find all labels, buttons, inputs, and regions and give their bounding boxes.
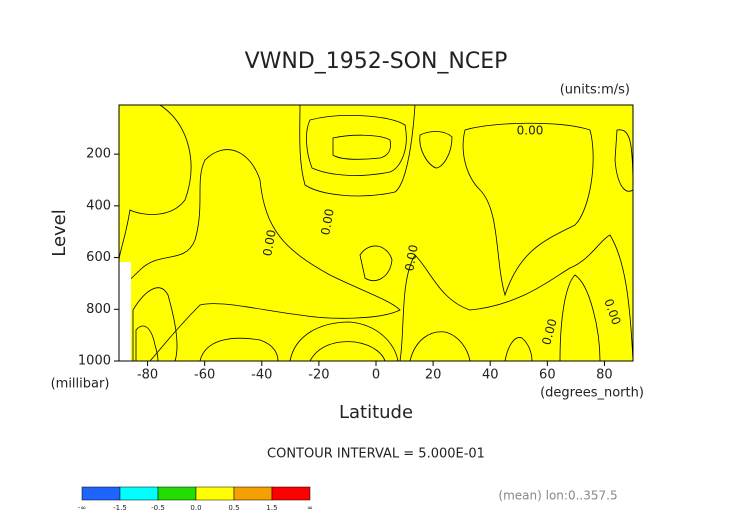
fill-red [309, 341, 386, 362]
colorbar-label: -1.5 [113, 504, 127, 512]
colorbar-box [119, 486, 159, 501]
y-tick-label: 800 [86, 302, 111, 317]
fill-orange [504, 337, 533, 362]
x-label: Latitude [339, 402, 413, 423]
contour-interval: CONTOUR INTERVAL = 5.000E-01 [267, 447, 485, 462]
x-unit: (degrees_north) [540, 386, 644, 401]
fill-green [399, 234, 634, 362]
colorbar-box [233, 486, 273, 501]
contour-label: 0.00 [260, 229, 278, 258]
contour-label: 0.00 [517, 124, 544, 138]
chart-title: VWND_1952-SON_NCEP [245, 49, 508, 74]
colorbar-label: 0.0 [190, 504, 201, 512]
fill-cyan [199, 337, 279, 362]
colorbar-box [81, 486, 121, 501]
contour-label: 0.00 [402, 244, 420, 273]
fill-orange [419, 131, 453, 169]
colorbar-label: -∞ [78, 504, 86, 512]
x-tick-label: 20 [425, 368, 442, 383]
y-tick-label: 200 [86, 147, 111, 162]
x-tick-label: 40 [482, 368, 499, 383]
contour-label: 0.00 [318, 208, 336, 237]
x-tick-label: -80 [137, 368, 158, 383]
x-tick-label: -40 [251, 368, 272, 383]
y-tick-label: 400 [86, 198, 111, 213]
fill-cyan [409, 331, 471, 362]
y-unit: (millibar) [51, 377, 110, 392]
x-tick-label: -60 [194, 368, 215, 383]
colorbar-box [195, 486, 235, 501]
fill-yellow [559, 274, 601, 362]
fill-green [299, 104, 416, 197]
colorbar-label: ∞ [307, 504, 313, 512]
units: (units:m/s) [560, 83, 630, 98]
colorbar-label: 1.5 [266, 504, 277, 512]
missing-data [119, 262, 131, 361]
colorbar-label: 0.5 [228, 504, 239, 512]
fill-orange [289, 321, 399, 362]
x-tick-label: -20 [308, 368, 329, 383]
contour-field [118, 104, 634, 362]
fill-green [118, 104, 192, 261]
fill-yellow [119, 105, 633, 361]
fill-orange [132, 287, 178, 362]
y-tick-label: 600 [86, 250, 111, 265]
colorbar-box [157, 486, 197, 501]
y-label: Level [49, 209, 70, 257]
x-tick-label: 0 [372, 368, 380, 383]
fill-blue [332, 134, 391, 160]
footnote: (mean) lon:0..357.5 [498, 489, 617, 503]
colorbar-label: -0.5 [151, 504, 165, 512]
x-tick-label: 80 [596, 368, 613, 383]
contour-label: 0.00 [539, 317, 559, 346]
x-tick-label: 60 [539, 368, 556, 383]
y-tick-label: 1000 [78, 354, 111, 369]
fill-green [462, 122, 594, 297]
fill-cyan [306, 115, 407, 176]
colorbar-box [271, 486, 311, 501]
fill-green [118, 149, 401, 362]
fill-green [359, 245, 393, 282]
